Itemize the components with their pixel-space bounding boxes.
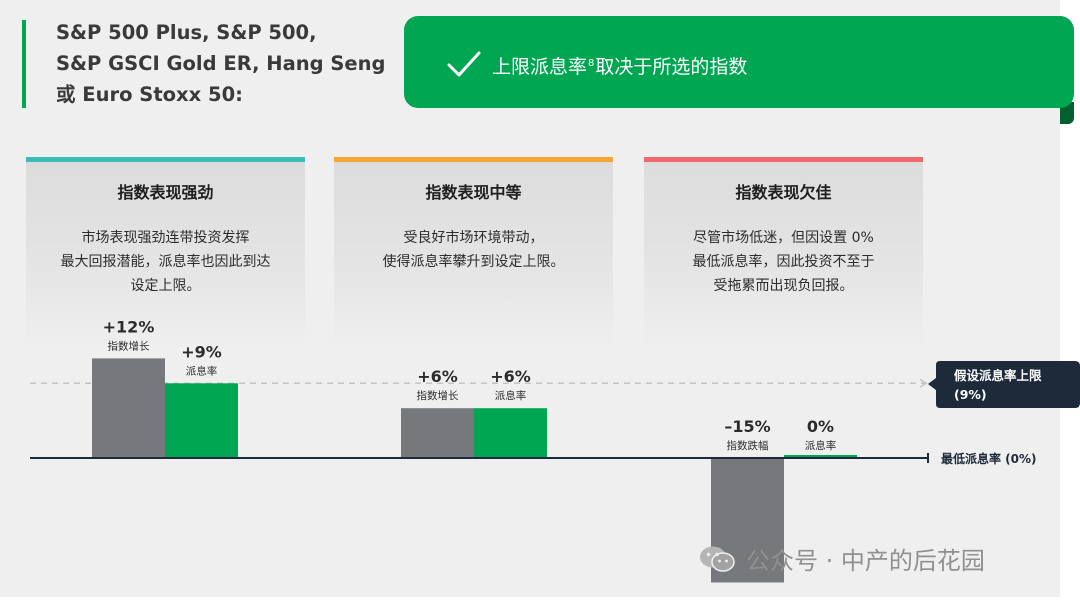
- cap-line-arrow-icon: [919, 378, 928, 388]
- bar-value-label: +12%: [103, 317, 155, 336]
- scenario-description: 尽管市场低迷，但因设置 0% 最低派息率，因此投资不至于 受拖累而出现负回报。: [662, 226, 905, 298]
- heading-accent-bar: [22, 20, 26, 108]
- bar-value-label: 0%: [807, 417, 834, 436]
- description-line: 设定上限。: [130, 278, 201, 294]
- bar-sub-label: 派息率: [186, 364, 218, 377]
- cap-callout-label-line1: 假设派息率上限: [954, 368, 1042, 383]
- wechat-icon: [700, 546, 735, 572]
- floor-rate-label: 最低派息率 (0%): [941, 451, 1037, 466]
- description-line: 市场表现强劲连带投资发挥: [81, 230, 250, 246]
- description-line: 最低派息率，因此投资不至于: [692, 254, 875, 270]
- bar-value-label: +9%: [181, 342, 222, 361]
- heading-line-1: S&P 500 Plus, S&P 500,: [56, 21, 317, 44]
- bar-index-1: [92, 358, 165, 458]
- bar-sub-label: 指数增长: [108, 339, 150, 352]
- bar-index-2: [401, 408, 474, 458]
- scenario-stripe: [334, 157, 613, 162]
- bar-value-label: +6%: [490, 367, 531, 386]
- description-line: 最大回报潜能，派息率也因此到达: [60, 254, 271, 270]
- cap-rate-banner-text: 上限派息率8取决于所选的指数: [492, 50, 747, 81]
- index-list-heading: S&P 500 Plus, S&P 500, S&P GSCI Gold ER,…: [56, 17, 386, 110]
- bar-payout-2: [474, 408, 547, 458]
- description-line: 受拖累而出现负回报。: [713, 278, 854, 294]
- bar-sub-label: 派息率: [495, 389, 527, 402]
- description-line: 尽管市场低迷，但因设置 0%: [693, 230, 874, 246]
- cap-rate-callout: [928, 361, 1080, 408]
- bar-payout-1: [165, 383, 238, 458]
- description-line: 使得派息率攀升到设定上限。: [382, 254, 565, 270]
- bar-value-label: +6%: [417, 367, 458, 386]
- bar-sub-label: 指数增长: [417, 389, 459, 402]
- banner-text-rest: 取决于所选的指数: [595, 56, 748, 78]
- checkmark-icon: [447, 51, 481, 77]
- scenario-stripe: [644, 157, 923, 162]
- heading-line-2: S&P GSCI Gold ER, Hang Seng: [56, 52, 386, 75]
- scenario-card-moderate: 指数表现中等 受良好市场环境带动， 使得派息率攀升到设定上限。: [334, 157, 613, 347]
- heading-line-3: 或 Euro Stoxx 50:: [56, 83, 243, 106]
- banner-text-main: 上限派息率: [492, 56, 588, 78]
- bar-payout-3: [784, 455, 857, 458]
- scenario-title: 指数表现欠佳: [735, 183, 832, 202]
- scenario-description: 市场表现强劲连带投资发挥 最大回报潜能，派息率也因此到达 设定上限。: [44, 226, 287, 298]
- bar-value-label: –15%: [724, 417, 770, 436]
- scenario-title: 指数表现强劲: [117, 183, 214, 202]
- footnote-marker: 8: [588, 58, 595, 69]
- scenario-description: 受良好市场环境带动， 使得派息率攀升到设定上限。: [352, 226, 595, 274]
- watermark-text: 公众号 · 中产的后花园: [746, 547, 985, 575]
- scenario-stripe: [26, 157, 305, 162]
- cap-rate-banner: [404, 16, 1074, 108]
- scenario-card-weak: 指数表现欠佳 尽管市场低迷，但因设置 0% 最低派息率，因此投资不至于 受拖累而…: [644, 157, 923, 347]
- scenario-card-strong: 指数表现强劲 市场表现强劲连带投资发挥 最大回报潜能，派息率也因此到达 设定上限…: [26, 157, 305, 347]
- cap-callout-label-line2: (9%): [954, 387, 987, 402]
- bar-sub-label: 指数跌幅: [727, 439, 769, 452]
- bar-sub-label: 派息率: [805, 439, 837, 452]
- scenario-title: 指数表现中等: [425, 183, 522, 202]
- description-line: 受良好市场环境带动，: [403, 230, 544, 246]
